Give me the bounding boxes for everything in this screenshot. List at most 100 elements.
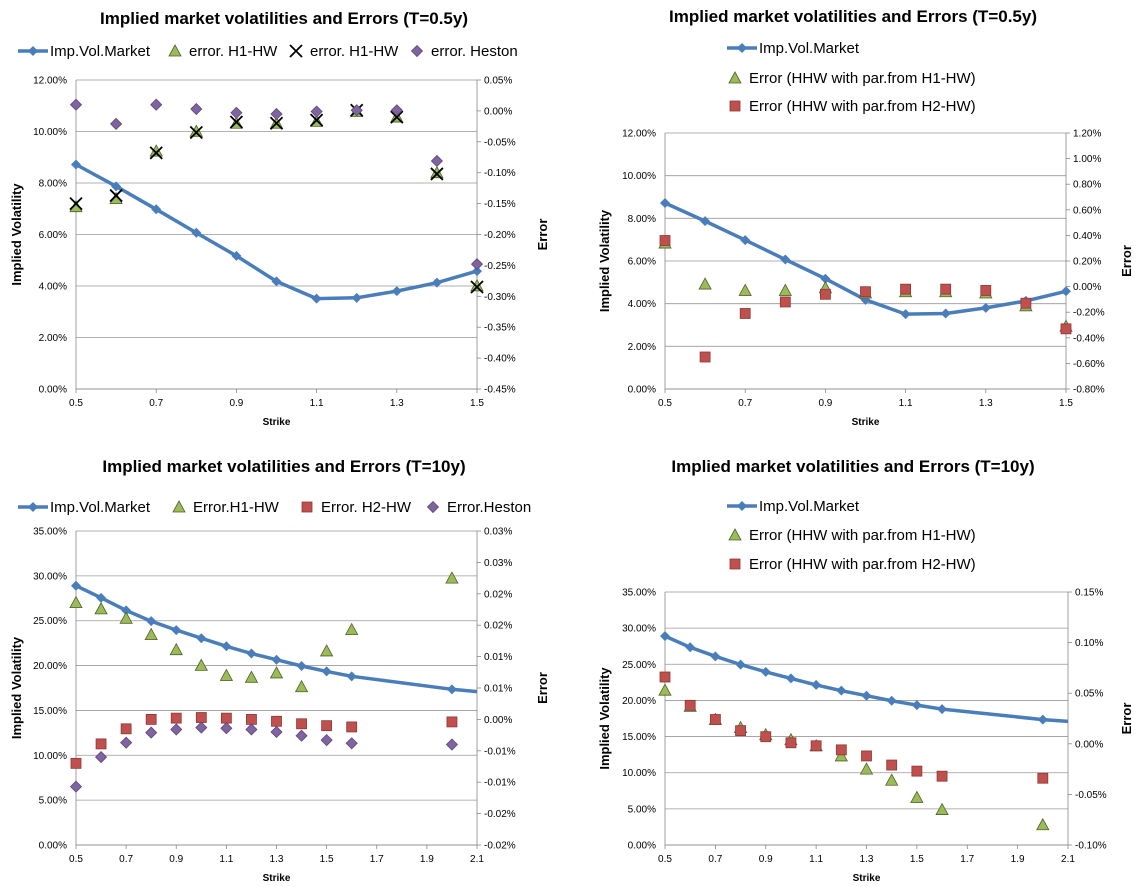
square-point [70, 757, 82, 769]
series-triangle [658, 683, 1050, 831]
market-point [246, 648, 257, 659]
y2-tick-label: 0.15% [1075, 588, 1103, 599]
market-point [231, 250, 242, 261]
diamond-point [69, 780, 83, 793]
legend-swatch-marker [728, 528, 742, 541]
x-tick-label: 0.7 [708, 854, 722, 865]
y2-tick-label: 0.05% [1075, 689, 1103, 700]
legend-item: Error (HHW with par.from H2-HW) [729, 556, 976, 573]
y-tick-label: 0.00% [39, 385, 67, 396]
square-point [861, 750, 872, 762]
x-tick-label: 0.5 [658, 854, 672, 865]
x-tick-label: 0.5 [69, 398, 83, 409]
legend-swatch-marker [168, 44, 182, 57]
series-triangle [69, 571, 459, 693]
chart-svg: Implied market volatilities and Errors (… [597, 457, 1134, 884]
cross-point [189, 125, 203, 140]
square-point [819, 288, 831, 300]
y2-tick-label: -0.10% [484, 168, 516, 179]
market-point [111, 181, 122, 192]
series-diamond [69, 98, 484, 271]
cross-point [109, 188, 123, 203]
market-point [446, 684, 457, 695]
chart-svg: Implied market volatilities and Errors (… [9, 9, 550, 428]
y2-tick-label: -0.05% [1075, 790, 1107, 801]
x-tick-label: 0.9 [169, 854, 183, 865]
y2-tick-label: 0.05% [484, 76, 512, 87]
y2-tick-label: 1.20% [1073, 129, 1101, 140]
chart-title: Implied market volatilities and Errors (… [671, 457, 1034, 476]
y-tick-label: 10.00% [33, 127, 67, 138]
triangle-point [859, 762, 874, 775]
cross-point [69, 196, 83, 211]
y-tick-label: 25.00% [622, 660, 656, 671]
market-point [151, 204, 162, 215]
cross-point [309, 113, 324, 127]
diamond-point [320, 734, 333, 747]
y-tick-label: 35.00% [622, 588, 656, 599]
cross-point [229, 115, 244, 129]
y2-tick-label: -0.02% [484, 809, 516, 820]
square-point [446, 716, 458, 728]
x-axis-label: Strike [263, 417, 291, 428]
y2-tick-label: -0.25% [484, 261, 516, 272]
square-point [835, 744, 847, 756]
legend-swatch-marker [728, 71, 742, 84]
market-point [431, 277, 442, 288]
diamond-point [220, 722, 233, 735]
cross-point [430, 167, 444, 181]
square-point [195, 712, 207, 723]
cross-point [269, 116, 284, 130]
market-point [472, 266, 482, 277]
x-tick-label: 2.1 [1061, 854, 1075, 865]
market-point [886, 695, 897, 706]
y-tick-label: 2.00% [39, 333, 67, 344]
y-tick-label: 4.00% [39, 282, 67, 293]
legend-item: Imp.Vol.Market [727, 40, 860, 57]
chart-bl: Implied market volatilities and Errors (… [0, 444, 569, 887]
x-axis-label: Strike [852, 417, 880, 428]
market-point [351, 292, 362, 303]
legend-label: Error.H1-HW [193, 499, 280, 516]
diamond-point [350, 104, 363, 117]
triangle-point [94, 602, 108, 615]
market-point [271, 654, 282, 665]
y-tick-label: 5.00% [39, 796, 67, 807]
series-diamond [69, 721, 459, 793]
triangle-point [189, 124, 203, 137]
y-tick-label: 20.00% [622, 696, 656, 707]
market-point [196, 633, 207, 644]
triangle-point [244, 670, 259, 683]
square-point [810, 740, 822, 752]
y-tick-label: 35.00% [33, 527, 67, 538]
legend: Imp.Vol.Market Error.H1-HW Error. H2-HW Err… [18, 499, 531, 516]
market-point [660, 197, 670, 208]
y-tick-label: 25.00% [33, 616, 67, 627]
y2-tick-label: 0.40% [1073, 231, 1101, 242]
square-point [911, 765, 923, 777]
square-point [271, 715, 282, 727]
diamond-point [170, 723, 183, 736]
legend-swatch-marker [729, 558, 741, 570]
market-point [346, 671, 357, 682]
diamond-point [230, 106, 243, 119]
market-point [861, 690, 872, 701]
y2-axis-label: Error [1119, 245, 1134, 277]
diamond-point [270, 725, 283, 739]
legend-item: Error.Heston [426, 499, 531, 516]
x-tick-label: 0.9 [818, 398, 832, 409]
market-point [940, 308, 951, 319]
x-tick-label: 2.1 [470, 854, 484, 865]
y-tick-label: 4.00% [628, 299, 656, 310]
y-tick-label: 0.00% [628, 841, 656, 852]
y-axis-label: Implied Volatility [9, 636, 24, 739]
market-point [271, 276, 282, 287]
legend: Imp.Vol.Market Error (HHW with par.from H… [727, 498, 976, 573]
legend-label: Error (HHW with par.from H1-HW) [749, 70, 976, 87]
market-point [911, 700, 922, 711]
chart-title: Implied market volatilities and Errors (… [669, 7, 1037, 26]
series-line [660, 197, 1071, 320]
y-tick-label: 10.00% [622, 768, 656, 779]
legend-label: Imp.Vol.Market [50, 43, 151, 60]
legend-label: Error (HHW with par.from H2-HW) [749, 556, 976, 573]
